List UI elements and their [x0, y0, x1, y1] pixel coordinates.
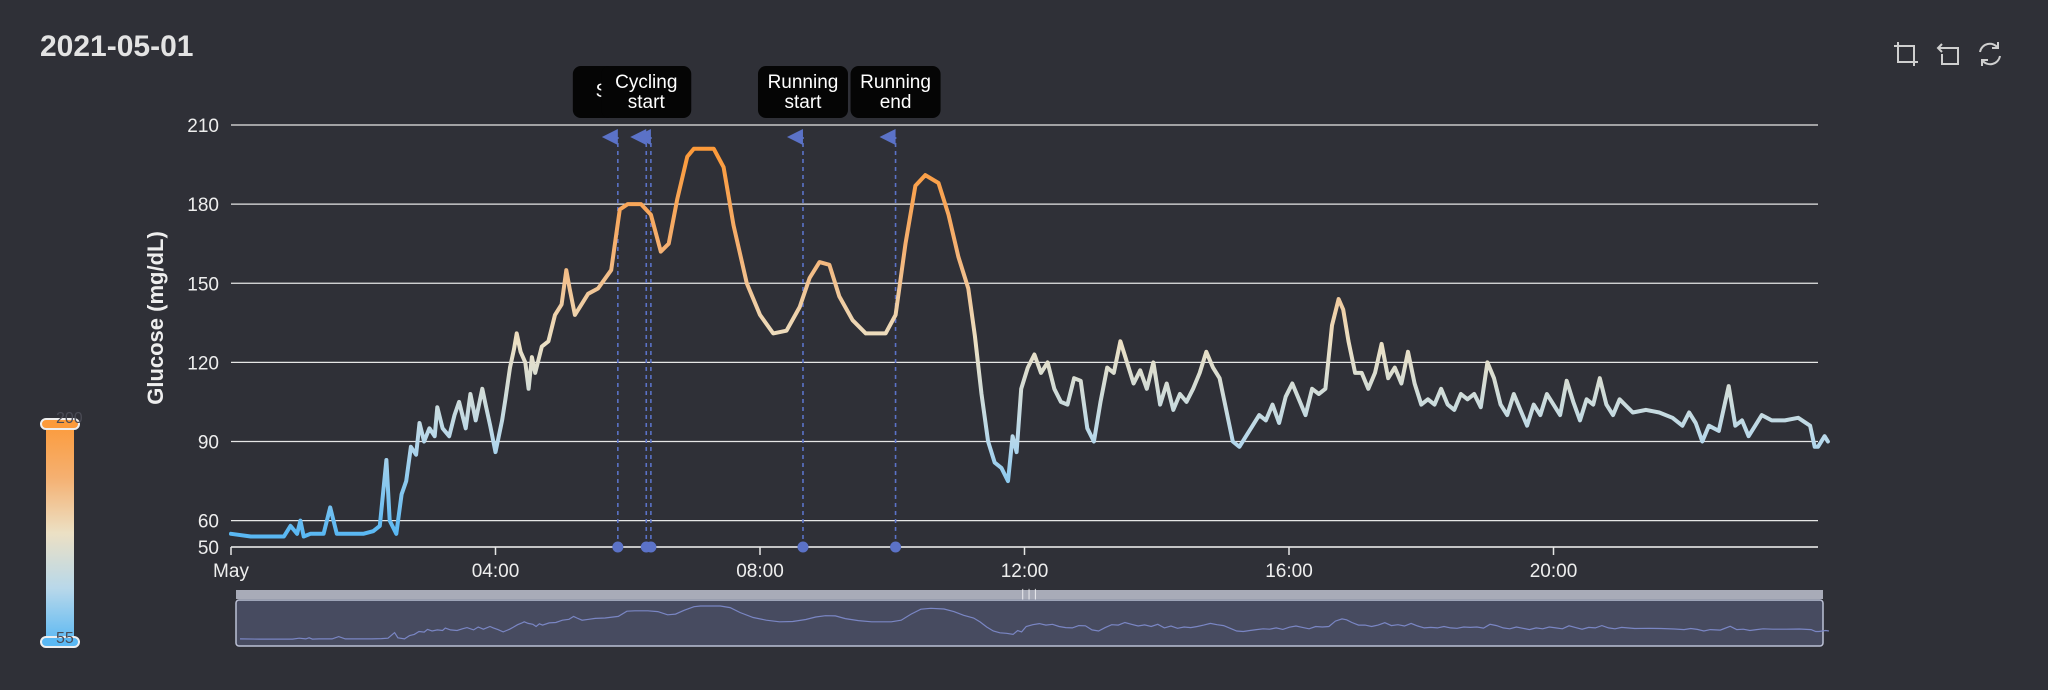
y-tick-label: 50 [198, 538, 219, 559]
annotation-point[interactable] [797, 541, 809, 553]
data-zoom-preview-line [239, 605, 1829, 640]
annotation-point[interactable] [890, 541, 902, 553]
x-tick-label: 12:00 [1001, 561, 1049, 582]
page-title: 2021-05-01 [40, 30, 194, 63]
annotation-label-box [601, 66, 692, 118]
drag-grip-icon[interactable]: │││ [1020, 588, 1039, 602]
visual-map-gradient [46, 422, 74, 644]
zoom-icon[interactable] [1892, 40, 1920, 68]
y-tick-label: 120 [187, 353, 219, 374]
data-zoom-move-handle[interactable] [236, 590, 1823, 599]
x-tick-label: 20:00 [1530, 561, 1578, 582]
restore-icon[interactable] [1976, 40, 2004, 68]
y-tick-label: 180 [187, 195, 219, 216]
annotation-label-text: Cycling [615, 72, 677, 93]
zoom-reset-icon[interactable] [1934, 40, 1962, 68]
x-tick-label: 08:00 [736, 561, 784, 582]
annotation-label-box [850, 66, 941, 118]
visual-map[interactable] [40, 418, 80, 648]
annotation-label-box [757, 66, 848, 118]
annotation-label-text: start [785, 92, 823, 113]
glucose-series-line [229, 146, 1830, 539]
y-tick-label: 150 [187, 274, 219, 295]
annotation-label-text: Running [860, 72, 931, 93]
y-tick-label: 60 [198, 512, 219, 533]
x-tick-label: May [213, 561, 249, 582]
annotation-point[interactable] [612, 541, 624, 553]
y-tick-label: 210 [187, 116, 219, 137]
visual-map-min-label: 55 [56, 630, 74, 647]
annotation-point[interactable] [645, 541, 657, 553]
visual-map-max-handle[interactable] [40, 418, 80, 430]
visual-map-min-handle[interactable] [40, 636, 80, 648]
x-tick-label: 04:00 [472, 561, 520, 582]
y-tick-label: 90 [198, 433, 219, 454]
x-tick-label: 16:00 [1265, 561, 1313, 582]
annotation-label-text: Running [768, 72, 839, 93]
data-zoom-slider[interactable]: │││ [235, 588, 1829, 647]
annotation-label-text: end [880, 92, 912, 113]
data-zoom-window[interactable] [235, 599, 1824, 647]
visual-map-max-label: 200 [56, 410, 83, 427]
toolbox [1892, 40, 2004, 68]
annotation-label-text: start [628, 92, 666, 113]
